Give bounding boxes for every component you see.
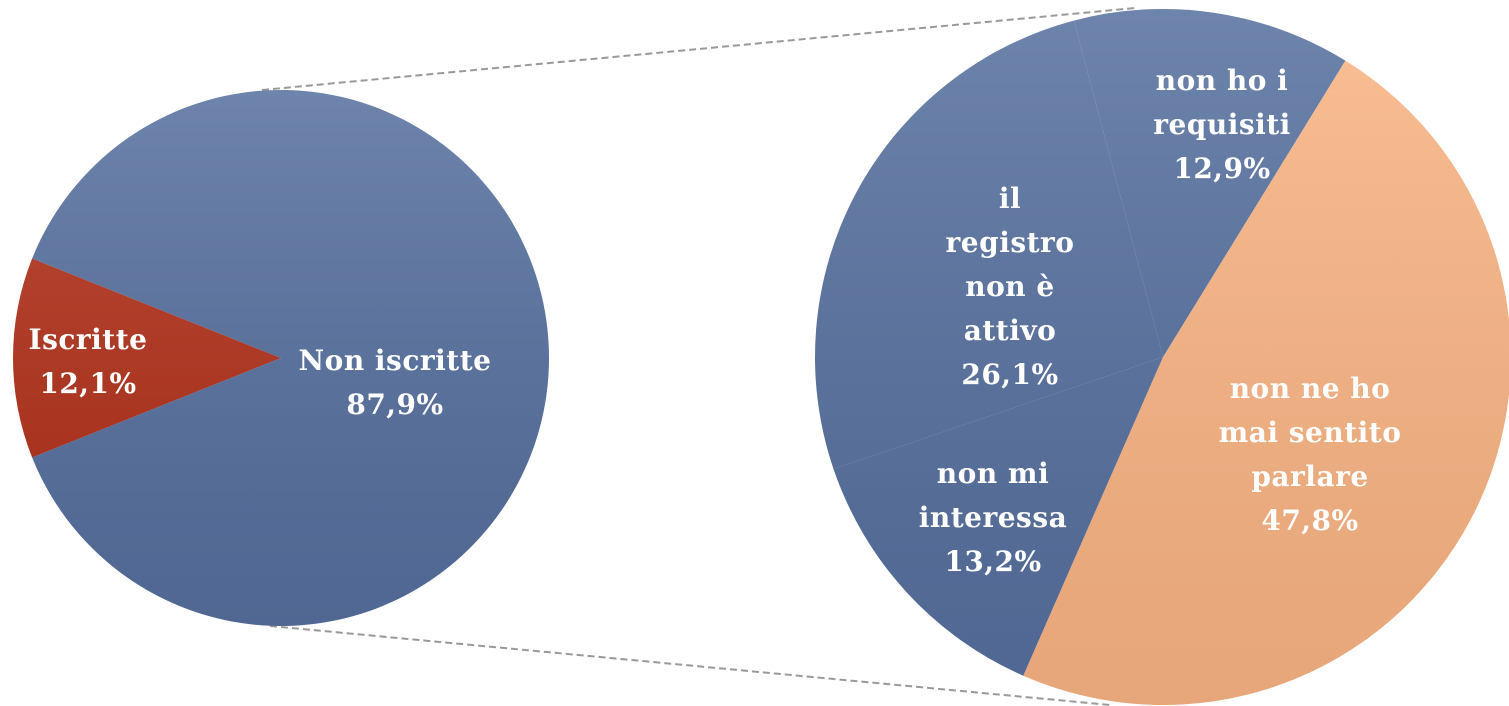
connector-line xyxy=(269,625,1111,706)
value-label: 13,2% xyxy=(944,545,1042,578)
value-label: 12,1% xyxy=(39,367,137,400)
category-label: Non iscritte xyxy=(298,344,492,377)
slice-label: non ne ho mai sentito parlare 47,8% xyxy=(1195,367,1425,543)
slice-label: non ho i requisiti 12,9% xyxy=(1122,59,1322,191)
category-label: il registro non è attivo xyxy=(945,182,1075,347)
slice-label: il registro non è attivo 26,1% xyxy=(930,177,1090,397)
category-label: non ne ho mai sentito parlare xyxy=(1218,372,1402,493)
value-label: 26,1% xyxy=(961,358,1059,391)
category-label: Iscritte xyxy=(28,323,148,356)
category-label: non mi interessa xyxy=(918,457,1068,534)
slice-label: non mi interessa 13,2% xyxy=(913,452,1073,584)
value-label: 87,9% xyxy=(346,388,444,421)
value-label: 47,8% xyxy=(1261,504,1359,537)
slice-label: Iscritte 12,1% xyxy=(3,318,173,406)
value-label: 12,9% xyxy=(1173,152,1271,185)
slice-label: Non iscritte 87,9% xyxy=(255,339,535,427)
category-label: non ho i requisiti xyxy=(1153,64,1291,141)
